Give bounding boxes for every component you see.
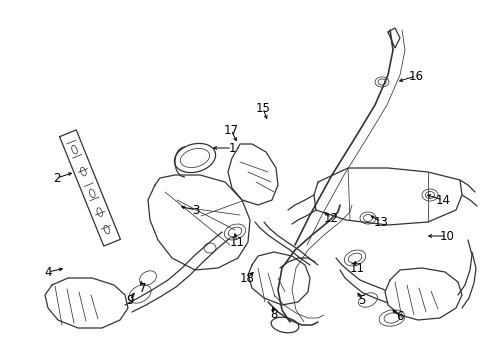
Text: 14: 14 bbox=[435, 194, 449, 207]
Text: 8: 8 bbox=[270, 309, 277, 321]
Text: 11: 11 bbox=[349, 261, 364, 274]
Text: 1: 1 bbox=[228, 141, 235, 154]
Text: 17: 17 bbox=[223, 123, 238, 136]
Text: 18: 18 bbox=[239, 271, 254, 284]
Text: 13: 13 bbox=[373, 216, 387, 229]
Text: 11: 11 bbox=[229, 235, 244, 248]
Text: 16: 16 bbox=[407, 69, 423, 82]
Text: 12: 12 bbox=[323, 212, 338, 225]
Text: 15: 15 bbox=[255, 102, 270, 114]
Text: 10: 10 bbox=[439, 230, 453, 243]
Text: 7: 7 bbox=[139, 282, 146, 294]
Text: 2: 2 bbox=[53, 171, 61, 185]
Text: 6: 6 bbox=[395, 310, 403, 323]
Text: 4: 4 bbox=[44, 266, 52, 279]
Text: 9: 9 bbox=[126, 293, 134, 306]
Text: 5: 5 bbox=[358, 293, 365, 306]
Text: 3: 3 bbox=[192, 203, 199, 216]
